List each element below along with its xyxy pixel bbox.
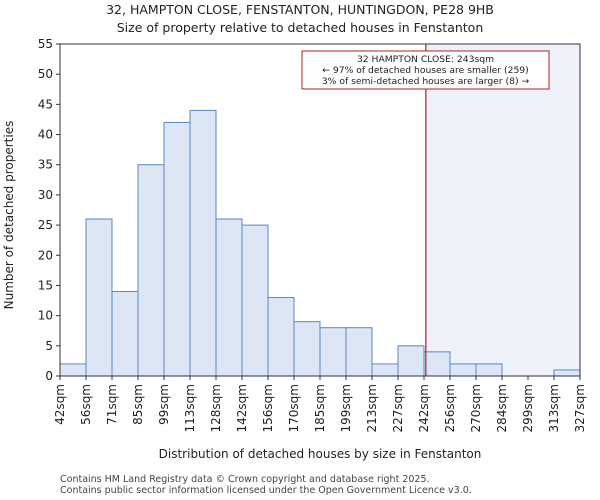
bar (475, 363, 503, 377)
bar (371, 363, 399, 377)
y-tick-label: 25 (38, 218, 53, 232)
x-axis-label: Distribution of detached houses by size … (159, 447, 482, 461)
bar (111, 290, 139, 377)
y-tick-label: 45 (38, 97, 53, 111)
bar (59, 363, 87, 377)
x-tick-label: 128sqm (209, 384, 223, 432)
x-tick-label: 227sqm (391, 384, 405, 432)
x-tick-label: 71sqm (105, 384, 119, 425)
chart-subtitle: Size of property relative to detached ho… (116, 20, 484, 35)
x-tick-label: 170sqm (287, 384, 301, 432)
x-tick-label: 142sqm (235, 384, 249, 432)
x-tick-label: 299sqm (521, 384, 535, 432)
footer-line-2: Contains public sector information licen… (60, 485, 472, 496)
chart-background (425, 44, 580, 376)
x-tick-label: 327sqm (573, 384, 587, 432)
y-tick-label: 40 (38, 128, 53, 142)
bar (345, 327, 373, 377)
x-tick-label: 313sqm (547, 384, 561, 432)
chart-title: 32, HAMPTON CLOSE, FENSTANTON, HUNTINGDO… (106, 2, 494, 17)
annotation-frame (301, 50, 550, 90)
bar (241, 224, 269, 377)
annotation-line-3: 3% of semi-detached houses are larger (8… (322, 76, 530, 87)
bar (137, 164, 165, 377)
bar (215, 218, 243, 377)
axes: 0 5 10 15 20 25 30 35 40 45 50 55 42sqm 56sqm 71sqm 85s… (38, 37, 587, 432)
bar (553, 369, 581, 377)
x-tick-label: 185sqm (313, 384, 327, 432)
bar (423, 351, 451, 377)
x-tick-label: 199sqm (339, 384, 353, 432)
x-tick-label: 99sqm (157, 384, 171, 425)
y-tick-label: 30 (38, 188, 53, 202)
annotation-line-1: 32 HAMPTON CLOSE: 243sqm (357, 54, 494, 65)
y-tick-label: 10 (38, 309, 53, 323)
x-tick-label: 85sqm (131, 384, 145, 425)
x-tick-label: 242sqm (417, 384, 431, 432)
x-tick-label: 270sqm (469, 384, 483, 432)
bar-series (59, 109, 581, 377)
y-tick-label: 0 (45, 369, 53, 383)
x-tick-label: 213sqm (365, 384, 379, 432)
annotation-box: 32 HAMPTON CLOSE: 243sqm ← 97% of detach… (301, 50, 550, 90)
footer-line-1: Contains HM Land Registry data © Crown c… (60, 474, 430, 485)
bar (189, 109, 217, 377)
bar (449, 363, 477, 377)
x-tick-label: 284sqm (495, 384, 509, 432)
bar (397, 345, 425, 377)
x-tick-label: 156sqm (261, 384, 275, 432)
bar (85, 218, 113, 377)
y-tick-label: 50 (38, 67, 53, 81)
bar (319, 327, 347, 377)
annotation-line-2: ← 97% of detached houses are smaller (25… (322, 65, 528, 76)
bar (293, 321, 321, 377)
x-tick-label: 113sqm (183, 384, 197, 432)
y-tick-label: 35 (38, 158, 53, 172)
x-tick-label: 56sqm (79, 384, 93, 425)
bar (163, 121, 191, 377)
y-tick-label: 20 (38, 248, 53, 262)
y-tick-label: 55 (38, 37, 53, 51)
y-tick-label: 5 (45, 339, 53, 353)
y-axis-label: Number of detached properties (2, 121, 16, 310)
bar (267, 297, 295, 377)
marker-shade (425, 44, 580, 376)
x-tick-label: 256sqm (443, 384, 457, 432)
x-tick-label: 42sqm (53, 384, 67, 425)
y-tick-label: 15 (38, 278, 53, 292)
